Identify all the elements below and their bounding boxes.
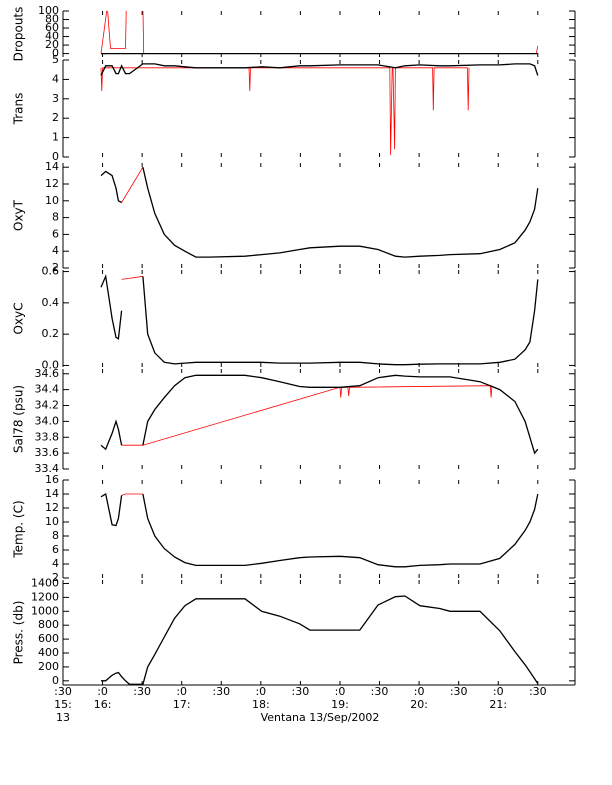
y-tick-label: 1000 (31, 604, 59, 617)
y-tick-label: 14 (45, 487, 59, 500)
x-hour-label: 18: (252, 698, 270, 711)
y-tick-label: 1200 (31, 590, 59, 603)
y-tick-label: 33.4 (35, 462, 60, 475)
y-tick-label: 20 (45, 38, 59, 51)
data-line (121, 493, 143, 496)
y-tick-label: 40 (45, 30, 59, 43)
data-line (100, 11, 539, 54)
y-tick-label: 0 (52, 47, 59, 60)
y-tick-label: 6 (52, 543, 59, 556)
x-hour-label: 16: (94, 698, 112, 711)
y-tick-label: 0.4 (42, 296, 60, 309)
y-tick-label: 60 (45, 21, 59, 34)
x-tick-label: :30 (371, 685, 389, 698)
x-tick-label: :30 (212, 685, 230, 698)
x-tick-label: :0 (414, 685, 425, 698)
x-tick-label: :0 (255, 685, 266, 698)
x-hour-label: 20: (410, 698, 428, 711)
x-tick-label: :30 (133, 685, 151, 698)
data-line (100, 67, 470, 156)
x-tick-label: :30 (450, 685, 468, 698)
y-tick-label: 4 (52, 72, 59, 85)
y-tick-label: 12 (45, 501, 59, 514)
y-axis-label: Sal78 (psu) (12, 385, 26, 453)
x-tick-label: :30 (292, 685, 310, 698)
y-tick-label: 34.4 (35, 383, 60, 396)
y-tick-label: 0 (52, 674, 59, 687)
data-line (100, 167, 539, 258)
y-tick-label: 10 (45, 194, 59, 207)
x-tick-label: :0 (493, 685, 504, 698)
y-tick-label: 8 (52, 211, 59, 224)
y-tick-label: 34.0 (35, 414, 60, 427)
y-tick-label: 8 (52, 529, 59, 542)
x-tick-label: :0 (97, 685, 108, 698)
y-axis-label: Dropouts (12, 7, 26, 62)
data-line (100, 374, 539, 455)
y-tick-label: 0.2 (42, 327, 60, 340)
data-line (121, 166, 144, 203)
data-line (100, 63, 539, 76)
x-hour-label: 15: (54, 698, 72, 711)
y-tick-label: 10 (45, 515, 59, 528)
y-tick-label: 1 (52, 131, 59, 144)
y-tick-label: 5 (52, 53, 59, 66)
y-tick-label: 12 (45, 177, 59, 190)
y-tick-label: 34.6 (35, 367, 60, 380)
y-tick-label: 100 (38, 4, 59, 17)
y-tick-label: 0.6 (42, 265, 60, 278)
y-tick-label: 800 (38, 618, 59, 631)
x-tick-label: :30 (529, 685, 547, 698)
y-tick-label: 200 (38, 660, 59, 673)
y-tick-label: 1400 (31, 576, 59, 589)
x-hour-label: 21: (489, 698, 507, 711)
y-tick-label: 6 (52, 227, 59, 240)
y-tick-label: 14 (45, 160, 59, 173)
y-tick-label: 2 (52, 261, 59, 274)
y-tick-label: 34.2 (35, 399, 60, 412)
y-axis-label: OxyT (12, 199, 26, 231)
y-tick-label: 33.8 (35, 430, 60, 443)
y-tick-label: 4 (52, 244, 59, 257)
y-tick-label: 400 (38, 646, 59, 659)
data-line (121, 275, 143, 280)
x-day-label: 13 (56, 711, 70, 724)
x-hour-label: 17: (173, 698, 191, 711)
y-tick-label: 80 (45, 13, 59, 26)
y-tick-label: 4 (52, 557, 59, 570)
y-tick-label: 16 (45, 473, 59, 486)
x-tick-label: :0 (176, 685, 187, 698)
y-tick-label: 3 (52, 92, 59, 105)
data-line (121, 385, 493, 446)
y-axis-label: Press. (db) (12, 601, 26, 665)
x-tick-label: :0 (335, 685, 346, 698)
y-axis-label: Trans (12, 93, 26, 126)
y-axis-label: OxyC (12, 302, 26, 334)
data-line (101, 595, 539, 685)
y-tick-label: 0.0 (42, 358, 60, 371)
y-tick-label: 600 (38, 632, 59, 645)
x-axis-label: Ventana 13/Sep/2002 (261, 711, 380, 724)
y-tick-label: 2 (52, 571, 59, 584)
x-hour-label: 19: (331, 698, 349, 711)
y-tick-label: 2 (52, 111, 59, 124)
x-tick-label: :30 (54, 685, 72, 698)
y-axis-label: Temp. (C) (12, 500, 26, 558)
y-tick-label: 0 (52, 150, 59, 163)
data-line (100, 273, 539, 366)
data-line (100, 492, 539, 568)
y-tick-label: 33.6 (35, 446, 60, 459)
